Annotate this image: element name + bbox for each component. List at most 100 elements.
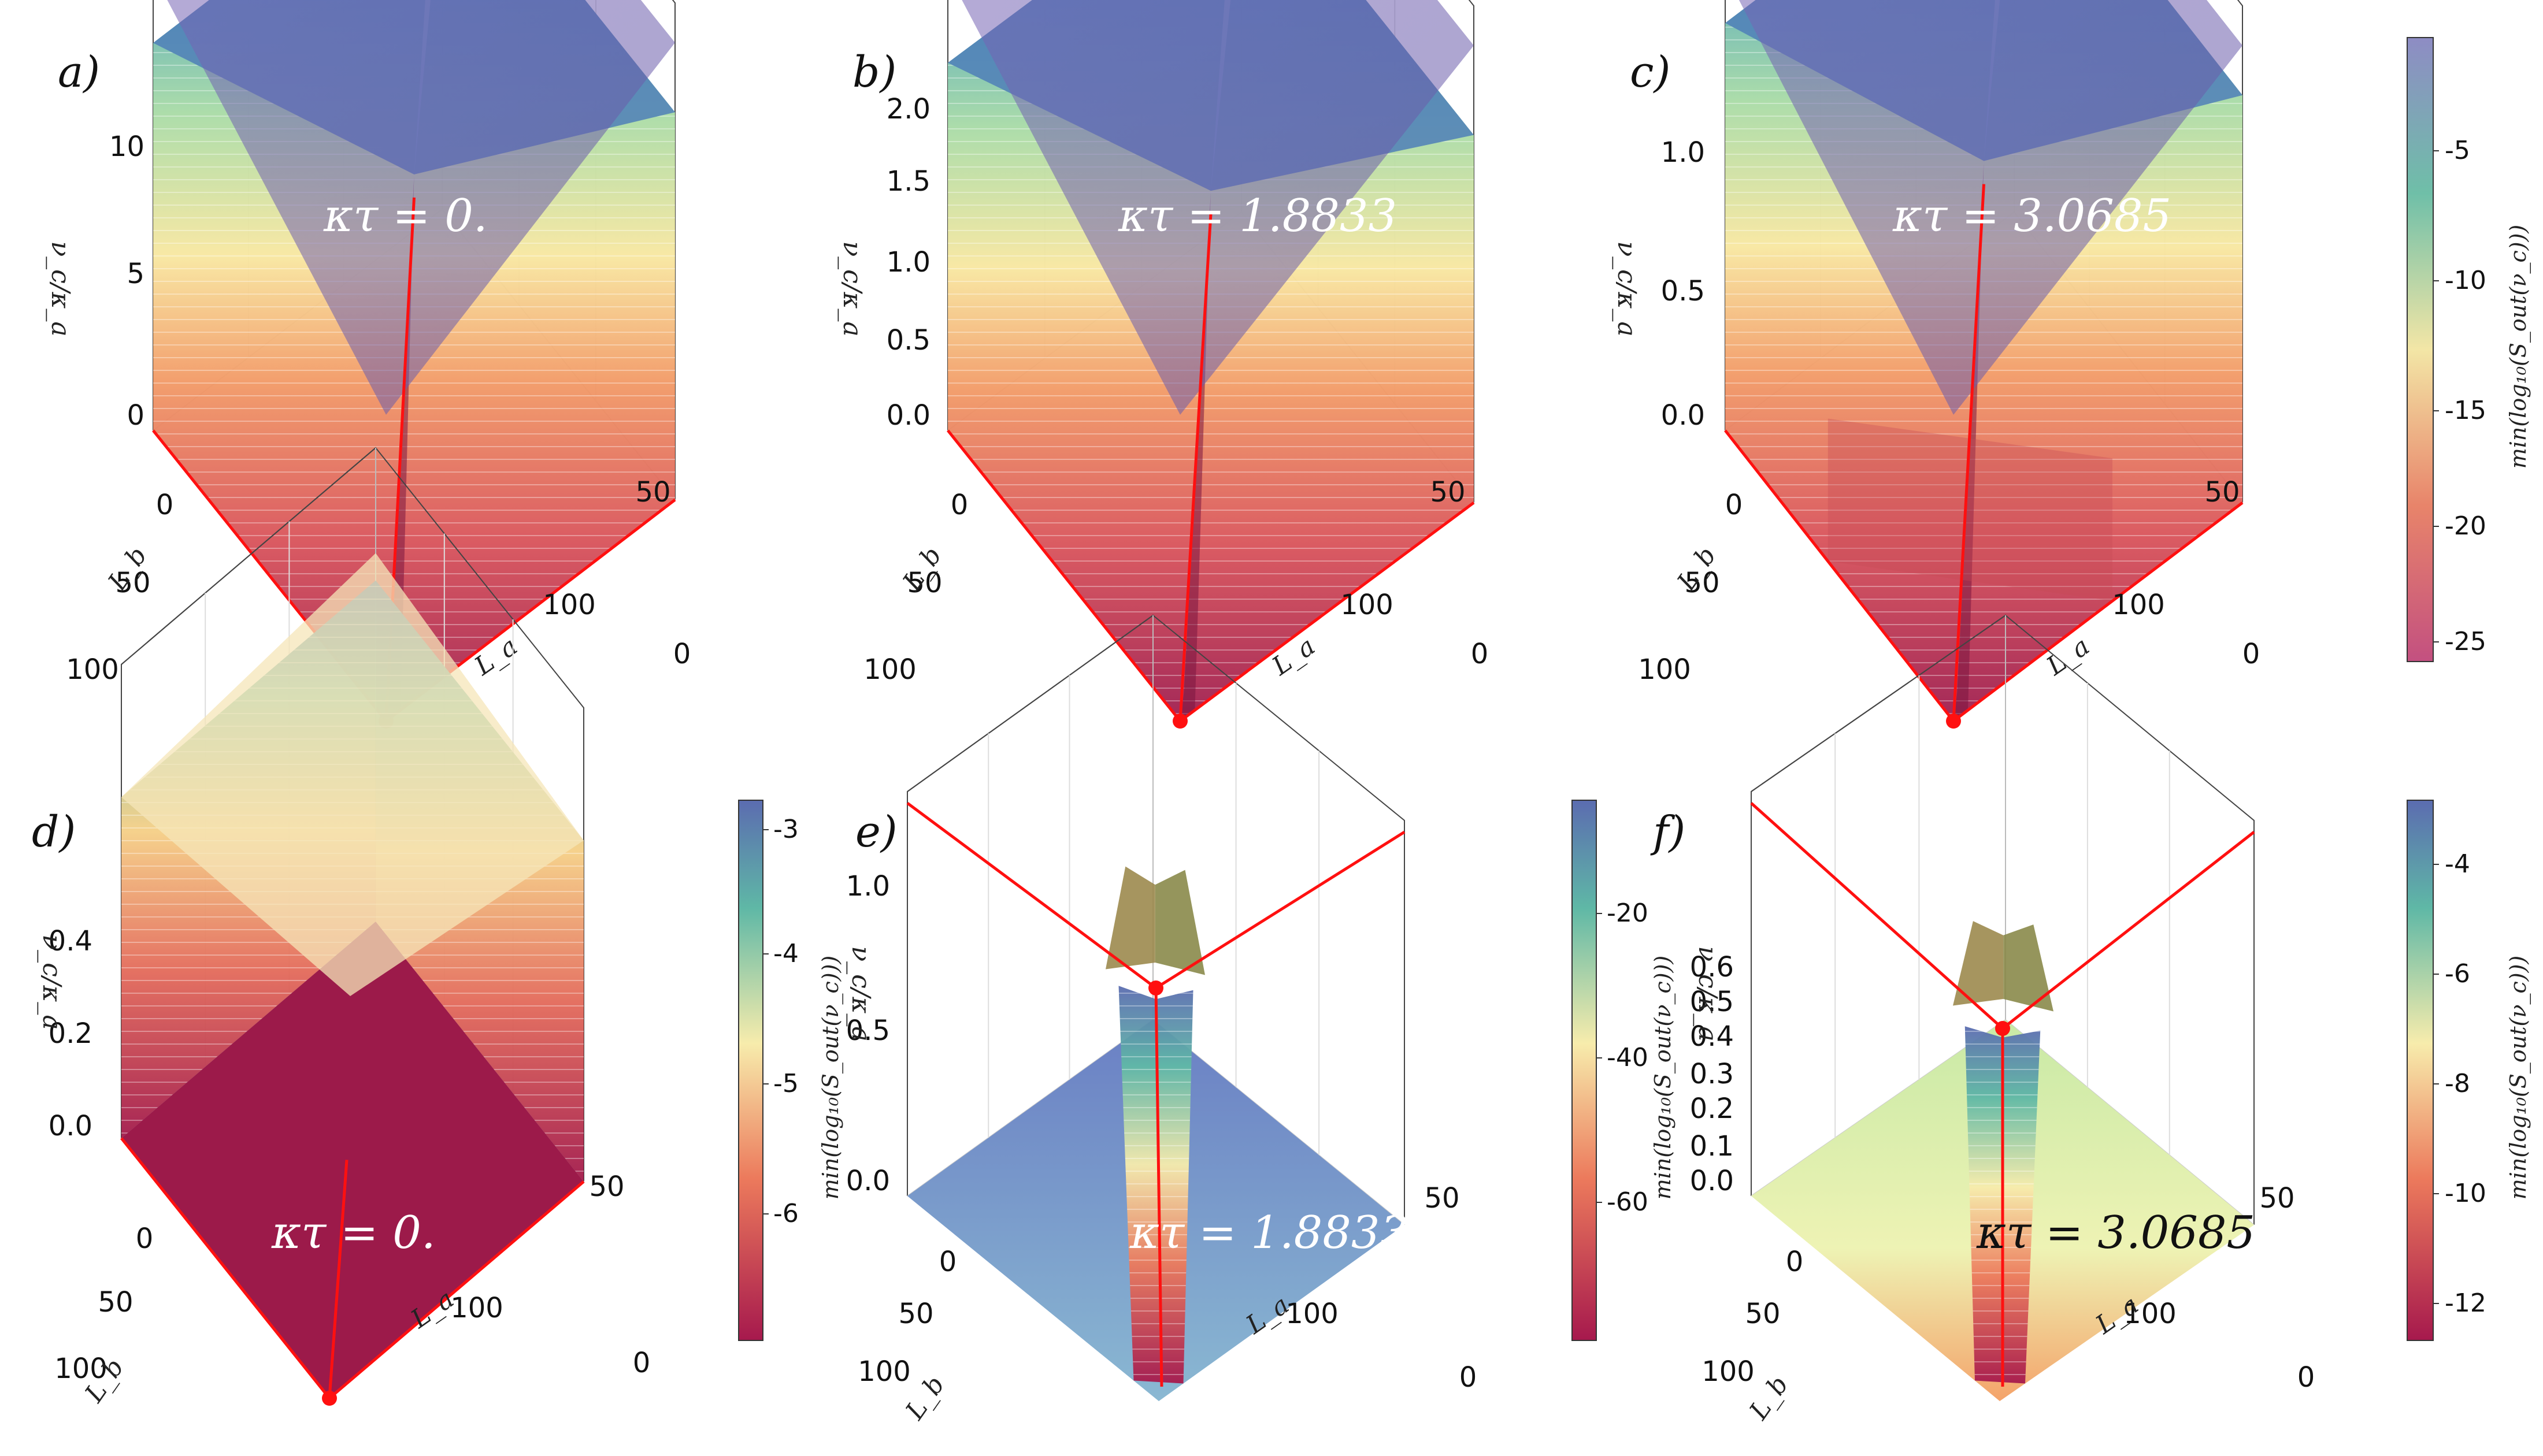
z-ticks: 0.0 0.5 1.0 bbox=[846, 870, 890, 1197]
colorbar-tick-label: -3 bbox=[773, 815, 799, 844]
z-ticks: 0.0 0.2 0.4 bbox=[49, 925, 92, 1142]
z-tick-label: 0.0 bbox=[1661, 399, 1705, 432]
red-path bbox=[906, 801, 1406, 1387]
lb-tick-label: 0 bbox=[939, 1246, 957, 1278]
z-tick-label: 0.5 bbox=[1661, 275, 1705, 307]
z-tick-label: 1.5 bbox=[887, 165, 931, 198]
fin-right bbox=[1155, 870, 1205, 975]
colorbar-tick-label: -4 bbox=[2445, 849, 2470, 879]
colorbar-tick-label: -10 bbox=[2445, 266, 2486, 295]
z-tick-label: 0.0 bbox=[49, 1110, 92, 1142]
fin-right bbox=[2003, 924, 2053, 1012]
contour-dome bbox=[1118, 986, 1193, 1384]
colorbar-tick-label: -12 bbox=[2445, 1288, 2486, 1318]
z-axis-label: ν_c/κ_a bbox=[1612, 241, 1641, 336]
lb-tick-label: 50 bbox=[115, 567, 150, 599]
z-axis-label: ν_c/κ_a bbox=[37, 934, 66, 1030]
surface-d bbox=[121, 553, 584, 1398]
colorbar-tick-label: -40 bbox=[1607, 1043, 1648, 1072]
la-tick-label: 100 bbox=[450, 1292, 503, 1324]
la-tick-label: 50 bbox=[1430, 476, 1465, 508]
lb-ticks: 100 50 0 bbox=[863, 489, 968, 686]
la-tick-label: 0 bbox=[673, 638, 691, 670]
z-tick-label: 0.4 bbox=[49, 925, 92, 957]
fin-left bbox=[1106, 866, 1155, 970]
z-tick-label: 0.5 bbox=[887, 324, 931, 356]
z-tick-label: 0 bbox=[127, 399, 144, 432]
z-plane bbox=[1738, 0, 2242, 415]
z-tick-label: 0.0 bbox=[846, 1165, 890, 1197]
lb-tick-label: 100 bbox=[1701, 1355, 1755, 1388]
la-ticks: 0 50 100 bbox=[1340, 476, 1488, 670]
z-tick-label: 0.0 bbox=[887, 399, 931, 432]
colorbar-gradient bbox=[738, 800, 763, 1341]
z-axis-label: ν_c/κ_a bbox=[837, 241, 867, 336]
surface-b bbox=[948, 0, 1474, 722]
lb-tick-label: 50 bbox=[907, 567, 942, 599]
colorbar-tick-label: -6 bbox=[773, 1199, 799, 1228]
la-tick-label: 100 bbox=[543, 589, 596, 621]
panel-label: b) bbox=[852, 47, 896, 97]
z-ticks: 0.0 0.5 1.0 bbox=[1661, 136, 1705, 432]
lb-tick-label: 0 bbox=[156, 489, 174, 521]
grid-lines bbox=[988, 675, 1320, 1156]
colorbar-tick-label: -5 bbox=[773, 1069, 799, 1098]
z-tick-label: 0.3 bbox=[1690, 1058, 1734, 1090]
lb-tick-label: 50 bbox=[98, 1286, 133, 1318]
annotation-kappa-tau: κτ = 0. bbox=[323, 190, 488, 242]
colorbar-f: -4 -6 -8 -10 -12 min(log₁₀(S_out(ν_c))) bbox=[2407, 800, 2531, 1341]
origin-marker bbox=[1946, 714, 1961, 729]
colorbar-tick-label: -4 bbox=[773, 939, 799, 968]
colorbar-gradient bbox=[1571, 800, 1597, 1341]
lb-tick-label: 0 bbox=[1725, 489, 1743, 521]
la-tick-label: 0 bbox=[1459, 1361, 1477, 1394]
lb-tick-label: 50 bbox=[1684, 567, 1719, 599]
lb-tick-label: 100 bbox=[66, 653, 119, 686]
z-tick-label: 5 bbox=[127, 258, 144, 290]
lb-tick-label: 50 bbox=[898, 1298, 933, 1330]
lb-tick-label: 0 bbox=[136, 1223, 154, 1255]
annotation-kappa-tau: κτ = 3.0685 bbox=[1892, 190, 2171, 242]
z-tick-label: 2.0 bbox=[887, 93, 931, 125]
colorbar-label: min(log₁₀(S_out(ν_c))) bbox=[818, 956, 844, 1199]
la-tick-label: 100 bbox=[2112, 589, 2165, 621]
lb-tick-label: 100 bbox=[54, 1353, 107, 1385]
colorbar-tick-label: -25 bbox=[2445, 627, 2486, 656]
colorbar-tick-label: -10 bbox=[2445, 1179, 2486, 1208]
panel-b: b)κτ = 1.88330.00.51.01.52.0100500050100… bbox=[837, 0, 1488, 729]
la-tick-label: 50 bbox=[635, 476, 670, 508]
cliff-base bbox=[1827, 418, 2112, 601]
la-tick-label: 0 bbox=[1471, 638, 1489, 670]
panel-f: f)κτ = 3.06850.00.10.20.30.40.50.6100500… bbox=[1650, 614, 2315, 1425]
colorbar-tick-label: -20 bbox=[2445, 511, 2486, 541]
la-ticks: 0 50 100 bbox=[543, 476, 691, 670]
la-tick-label: 50 bbox=[2259, 1182, 2294, 1214]
la-tick-label: 50 bbox=[1424, 1182, 1459, 1214]
z-ticks: 0.00.1 0.20.3 0.40.50.6 bbox=[1690, 951, 1734, 1197]
z-ticks: 0 5 10 bbox=[109, 131, 144, 432]
panel-label: e) bbox=[855, 807, 898, 857]
z-tick-label: 1.0 bbox=[1661, 136, 1705, 169]
z-tick-label: 0.5 bbox=[846, 1015, 890, 1047]
z-tick-label: 0.0 bbox=[1690, 1165, 1734, 1197]
lb-tick-label: 0 bbox=[1786, 1246, 1804, 1278]
lb-ticks: 100 50 0 bbox=[66, 489, 173, 686]
z-tick-label: 10 bbox=[109, 131, 144, 163]
lb-ticks: 100 500 bbox=[858, 1246, 957, 1388]
lb-tick-label: 100 bbox=[858, 1355, 911, 1388]
panel-label: c) bbox=[1630, 47, 1670, 97]
z-tick-label: 0.2 bbox=[49, 1017, 92, 1050]
lb-tick-label: 0 bbox=[951, 489, 969, 521]
z-ticks: 0.0 0.5 1.0 1.5 2.0 bbox=[887, 93, 931, 432]
colorbar-label: min(log₁₀(S_out(ν_c))) bbox=[1650, 956, 1676, 1199]
la-tick-label: 100 bbox=[1340, 589, 1393, 621]
la-ticks: 0 50 100 bbox=[450, 1171, 650, 1379]
colorbar-top: -5 -10 -15 -20 -25 min(log₁₀(S_out(ν_c))) bbox=[2407, 37, 2531, 662]
grid-lines bbox=[1834, 675, 2170, 1156]
lb-tick-label: 100 bbox=[863, 653, 917, 686]
colorbar-label: min(log₁₀(S_out(ν_c))) bbox=[2505, 956, 2531, 1199]
colorbar-tick-label: -6 bbox=[2445, 959, 2470, 989]
